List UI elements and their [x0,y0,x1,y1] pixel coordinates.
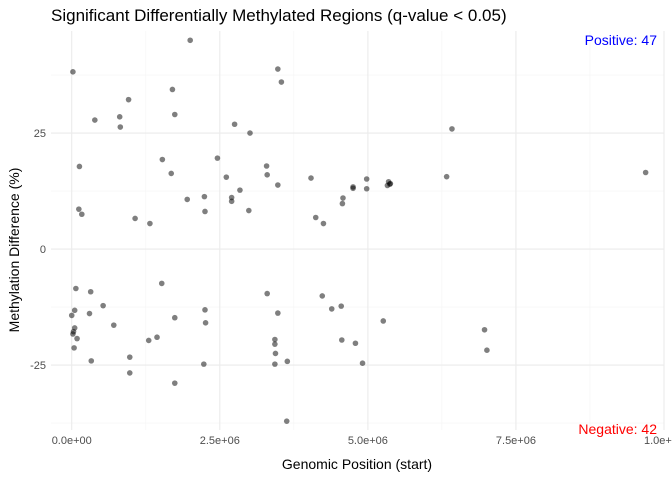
negative-count-annotation: Negative: 42 [578,421,657,437]
data-point [88,358,95,364]
y-tick-label: -25 [30,360,46,372]
data-point [117,124,124,130]
data-point [92,117,98,123]
data-point [263,163,270,169]
y-axis-title: Methylation Difference (%) [6,168,22,333]
data-point [312,214,319,221]
data-point [275,310,281,316]
data-point [339,200,346,207]
x-tick-label: 2.5e+06 [200,435,240,447]
data-point [87,288,94,295]
data-point [449,126,455,132]
data-point [272,336,278,343]
data-point [70,69,76,75]
y-tick-label: 25 [34,128,46,140]
data-point [126,354,133,360]
data-point [168,170,175,177]
data-point [308,175,314,181]
data-point [278,79,285,85]
data-point [339,337,345,343]
data-point [171,314,178,321]
x-axis-ticks: 0.0e+00 2.5e+06 5.0e+06 7.5e+06 1.0e+07 [52,435,672,447]
data-point [110,322,117,328]
data-point [275,182,281,188]
data-point [202,307,208,313]
y-axis-ticks: -25 0 25 [30,128,46,372]
data-point [70,331,76,337]
data-point [71,307,78,314]
data-point [132,215,138,222]
data-point [319,293,326,299]
data-points [68,37,649,424]
data-point [642,169,649,176]
data-point [231,121,238,128]
data-point [481,326,488,333]
data-point [363,185,370,192]
data-point [184,196,191,203]
data-point [154,334,160,341]
data-point [338,303,345,309]
data-point [237,187,243,193]
data-point [78,211,85,218]
data-point [145,337,152,344]
positive-count-annotation: Positive: 47 [585,32,658,48]
data-point [68,312,75,319]
data-point [202,208,208,215]
data-point [223,174,230,180]
data-point [100,302,106,309]
data-point [340,195,346,201]
data-point [484,347,490,354]
data-point [246,207,252,214]
data-point [74,335,80,342]
data-point [320,220,327,227]
data-point [125,96,132,103]
data-point [284,358,291,365]
data-point [380,318,387,324]
data-point [71,345,77,351]
x-tick-label: 5.0e+06 [348,435,388,447]
data-point [275,66,281,72]
data-point [159,156,166,163]
data-point [328,306,335,312]
data-point [272,341,278,347]
data-point [264,290,270,297]
data-point [283,418,290,424]
data-point [169,86,176,93]
data-point [387,180,394,187]
data-point [247,130,253,136]
data-point [126,370,133,376]
data-point [201,193,208,200]
x-tick-label: 7.5e+06 [496,435,536,447]
data-point [76,163,83,170]
data-point [272,361,278,367]
data-point [228,194,235,201]
x-tick-label: 0.0e+00 [52,435,92,447]
data-point [201,361,207,367]
data-point [359,360,366,366]
data-point [443,173,450,180]
data-point [352,340,359,347]
data-point [86,310,93,317]
x-axis-title: Genomic Position (start) [282,456,432,472]
data-point [76,206,82,212]
data-point [214,155,221,161]
y-tick-label: 0 [40,244,46,256]
data-point [171,111,178,118]
data-point [147,220,153,227]
data-point [363,176,370,182]
grid [51,31,665,430]
data-point [350,185,356,192]
data-point [202,320,209,326]
chart-title: Significant Differentially Methylated Re… [51,6,507,25]
data-point [73,285,79,292]
x-tick-label: 1.0e+07 [644,435,672,447]
data-point [158,280,165,287]
data-point [171,380,178,386]
data-point [264,172,270,178]
data-point [187,37,193,44]
data-point [272,350,279,357]
data-point [116,114,123,120]
